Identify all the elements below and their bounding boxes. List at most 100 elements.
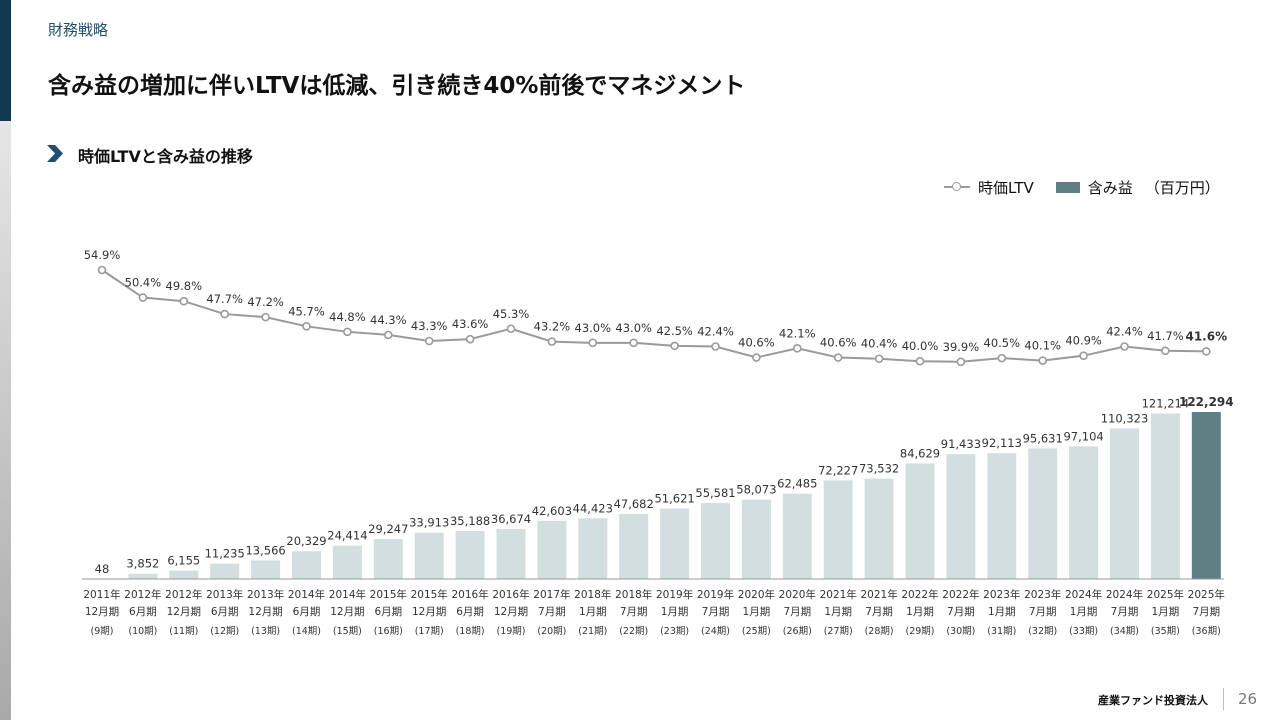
ltv-value-label: 49.8% (166, 279, 203, 293)
ltv-point (1161, 346, 1170, 356)
x-tick-label-period: (26期) (783, 626, 812, 637)
x-tick-label-month: 1月期 (743, 606, 771, 618)
x-tick-label-month: 1月期 (661, 606, 689, 618)
x-tick-label-year: 2013年 (206, 588, 243, 601)
ltv-value-label: 42.4% (1106, 325, 1143, 339)
ltv-value-label: 41.7% (1147, 329, 1184, 343)
ltv-value-label: 40.0% (902, 339, 939, 353)
ltv-line (101, 269, 1207, 363)
gain-bar (864, 478, 894, 579)
gain-value-label: 122,294 (1179, 395, 1234, 409)
gain-bar (128, 573, 158, 579)
gain-value-label: 29,247 (368, 522, 408, 536)
ltv-value-label: 40.5% (984, 336, 1021, 350)
x-tick-label-period: (34期) (1110, 626, 1139, 637)
ltv-point (1120, 342, 1129, 351)
ltv-point (220, 309, 229, 319)
ltv-value-label: 42.4% (697, 325, 734, 339)
ltv-value-label: 44.8% (329, 310, 366, 324)
x-tick-label-month: 1月期 (824, 606, 852, 618)
gain-value-label: 110,323 (1101, 411, 1149, 425)
ltv-value-label: 40.4% (861, 337, 898, 351)
x-tick-label-year: 2017年 (533, 588, 570, 601)
x-tick-label-month: 6月期 (456, 606, 484, 618)
ltv-point (833, 353, 843, 362)
gain-bar (169, 570, 199, 579)
ltv-value-label: 43.0% (575, 321, 612, 335)
x-tick-label-period: (18期) (456, 626, 485, 637)
x-tick-label-month: 7月期 (620, 606, 648, 618)
gain-value-label: 24,414 (327, 529, 367, 543)
x-tick-label-month: 1月期 (988, 606, 1016, 618)
gain-bar (660, 508, 690, 579)
ltv-value-label: 44.3% (370, 313, 407, 327)
ltv-point (1038, 356, 1047, 365)
x-tick-label-period: (28期) (865, 626, 894, 637)
ltv-point (588, 338, 598, 348)
x-tick-label-year: 2012年 (165, 588, 202, 601)
ltv-point (261, 312, 270, 322)
ltv-value-label: 40.1% (1024, 339, 1061, 353)
x-tick-label-month: 7月期 (1192, 606, 1220, 618)
ltv-point (383, 330, 393, 340)
ltv-point (465, 334, 475, 344)
ltv-point (506, 324, 516, 334)
x-tick-label-month: 7月期 (865, 606, 893, 618)
ltv-value-label: 43.6% (452, 317, 489, 331)
x-tick-label-period: (27期) (824, 626, 853, 637)
x-tick-label-year: 2024年 (1106, 588, 1143, 601)
x-tick-label-month: 7月期 (947, 606, 975, 618)
gain-value-label: 72,227 (818, 463, 858, 477)
x-tick-label-year: 2022年 (942, 588, 979, 601)
footer-brand: 産業ファンド投資法人 (1098, 694, 1208, 707)
gain-value-label: 35,188 (450, 514, 490, 528)
x-tick-label-period: (25期) (742, 626, 771, 637)
x-tick-label-month: 1月期 (1152, 606, 1180, 618)
ltv-value-label: 47.2% (247, 295, 284, 309)
x-tick-label-period: (21期) (578, 626, 607, 637)
gain-value-label: 42,603 (532, 504, 572, 518)
x-tick-label-year: 2013年 (247, 588, 284, 601)
gain-bar (741, 499, 771, 579)
x-tick-label-year: 2020年 (738, 588, 775, 601)
x-tick-label-month: 12月期 (167, 606, 201, 618)
gain-bar (578, 518, 608, 579)
x-tick-label-period: (13期) (251, 626, 280, 637)
x-tick-label-period: (22期) (619, 626, 648, 637)
gain-value-label: 121,214 (1142, 396, 1190, 410)
gain-bar (987, 453, 1017, 579)
x-tick-label-year: 2018年 (615, 588, 652, 601)
gain-value-label: 91,433 (941, 437, 981, 451)
x-tick-label-year: 2012年 (124, 588, 161, 601)
x-tick-label-year: 2018年 (574, 588, 611, 601)
x-tick-label-period: (16期) (374, 626, 403, 637)
chevron-right-icon (47, 145, 63, 162)
gain-bar (823, 480, 853, 579)
ltv-point (302, 322, 311, 331)
chart-legend: 時価LTV 含み益 （百万円） (944, 176, 1220, 198)
x-tick-label-year: 2021年 (820, 588, 857, 601)
x-tick-label-month: 6月期 (129, 606, 157, 618)
section-label: 財務戦略 (48, 21, 109, 39)
ltv-value-label: 39.9% (943, 340, 980, 354)
x-tick-label-year: 2019年 (656, 588, 693, 601)
x-tick-label-month: 7月期 (538, 606, 566, 618)
x-tick-label-year: 2014年 (288, 588, 325, 601)
page-number: 26 (1238, 690, 1258, 708)
x-tick-label-period: (17期) (415, 626, 444, 637)
gain-bar (537, 520, 567, 579)
page-title: 含み益の増加に伴いLTVは低減、引き続き40%前後でマネジメント (48, 73, 746, 99)
gain-bar (414, 532, 444, 579)
x-tick-label-year: 2025年 (1147, 588, 1184, 601)
x-tick-label-period: (20期) (537, 626, 566, 637)
gain-value-label: 13,566 (245, 543, 285, 557)
ltv-value-label: 43.0% (615, 321, 652, 335)
x-tick-label-period: (33期) (1069, 626, 1098, 637)
x-tick-label-year: 2020年 (779, 588, 816, 601)
x-tick-label-month: 6月期 (374, 606, 402, 618)
ltv-point (547, 337, 557, 346)
accent-bar (0, 0, 11, 121)
x-tick-label-month: 6月期 (293, 606, 321, 618)
ltv-point (343, 327, 352, 337)
